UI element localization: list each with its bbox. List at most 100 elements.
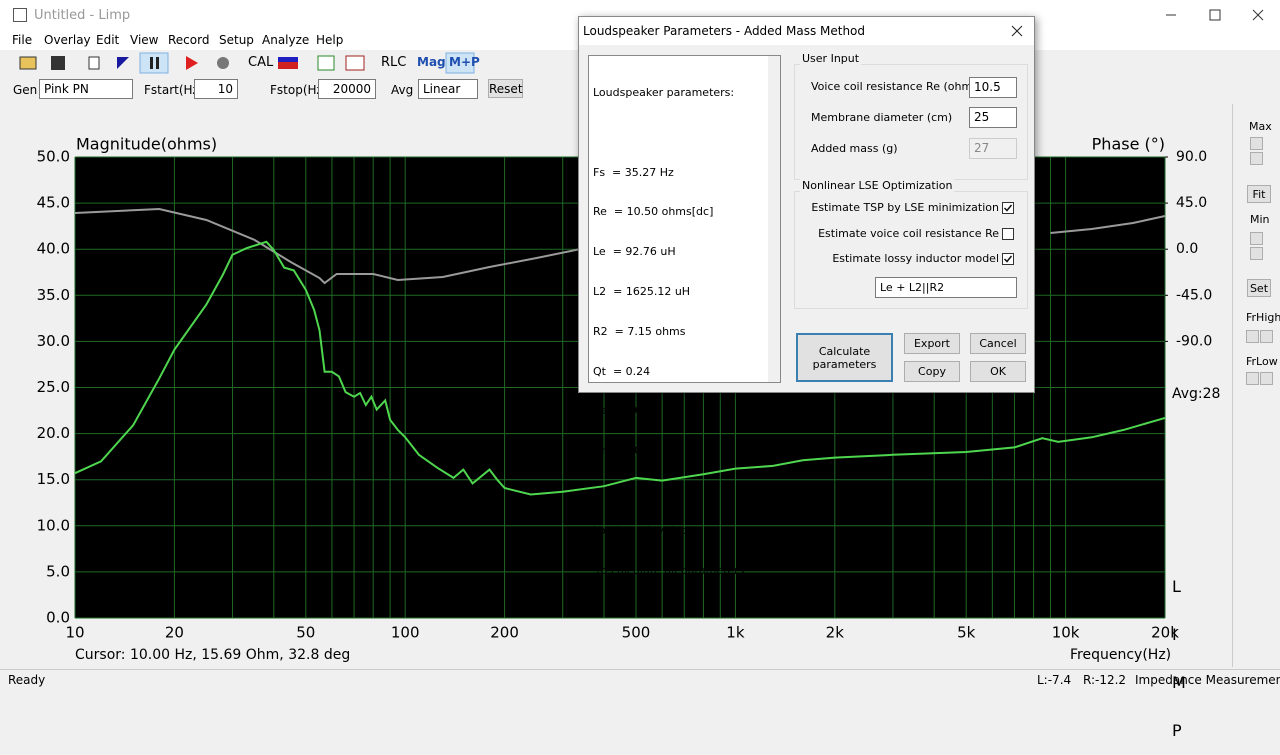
results-text: Loudspeaker parameters: Fs = 35.27 Hz Re…	[593, 59, 749, 604]
dialog-close[interactable]	[1009, 23, 1025, 39]
logo-letter: I	[1172, 625, 1177, 644]
field-label: Added mass (g)	[811, 142, 898, 155]
series-line	[74, 207, 1166, 285]
menu-item[interactable]: Overlay	[44, 33, 91, 47]
y-tick-label: 35.0	[37, 286, 70, 304]
logo: L I M P	[1172, 547, 1186, 755]
checkbox[interactable]	[1002, 227, 1014, 240]
y-tick-label: 30.0	[37, 332, 70, 350]
settings-bar: Gen Pink PN Fstart(Hz) 10 Fstop(Hz) 2000…	[0, 78, 1280, 102]
group-title: Nonlinear LSE Optimization	[800, 179, 955, 192]
spin-left[interactable]	[1246, 372, 1259, 385]
y2-tick-label: 90.0	[1176, 149, 1207, 165]
cancel-button[interactable]: Cancel	[970, 333, 1026, 354]
label: Fstop(Hz)	[270, 83, 328, 97]
y-tick-label: 50.0	[37, 148, 70, 166]
field-label: Membrane diameter (cm)	[811, 111, 953, 124]
toolbar-button[interactable]: M+P	[449, 55, 480, 69]
menu-item[interactable]: Help	[316, 33, 344, 47]
screen: Untitled - Limp File Overlay Edit View R…	[0, 0, 1280, 739]
y-tick-label: 15.0	[37, 470, 70, 488]
spin-down[interactable]	[1250, 247, 1263, 260]
dialog: Loudspeaker Parameters - Added Mass Meth…	[578, 16, 1035, 576]
x-tick-label: 10	[65, 624, 84, 642]
toolbar-button[interactable]: RLC	[381, 55, 407, 70]
page: {"window": {"title": "Untitled - Limp", …	[0, 0, 1280, 739]
param-line: Fs = 35.27 Hz	[593, 165, 674, 179]
spin-down[interactable]	[1250, 152, 1263, 165]
fstop-input[interactable]: 20000	[318, 79, 376, 99]
logo-letter: P	[1172, 721, 1182, 740]
re-input[interactable]: 10.5	[969, 77, 1017, 98]
x-tick-label: 5k	[957, 624, 976, 642]
param-line: L2 = 1625.12 uH	[593, 284, 691, 298]
spin-left[interactable]	[1246, 330, 1259, 343]
series-line	[74, 240, 1166, 496]
y-tick-label: 10.0	[37, 516, 70, 534]
toolbar-icons[interactable]	[0, 51, 480, 75]
checkbox[interactable]	[1002, 253, 1014, 265]
x-tick-label: 1k	[726, 624, 745, 642]
menu-item[interactable]: Record	[168, 33, 210, 47]
menu-item[interactable]: Edit	[96, 33, 120, 47]
results-box: Loudspeaker parameters: Fs = 35.27 Hz Re…	[588, 55, 781, 576]
spin-up[interactable]	[1250, 137, 1263, 150]
y-tick-label: 0.0	[46, 609, 70, 627]
window-title: Untitled - Limp	[34, 8, 131, 23]
avg-count: Avg:28	[1172, 386, 1221, 402]
param-line: Qt = 0.24	[593, 364, 651, 378]
param-line: Qes = 0.32	[593, 404, 655, 418]
side-label: Min	[1250, 213, 1270, 226]
checkbox[interactable]	[1002, 202, 1014, 214]
diameter-input[interactable]: 25	[969, 107, 1017, 128]
side-label: Max	[1249, 120, 1272, 133]
y-tick-label: 45.0	[37, 194, 70, 212]
y2-tick-label: 0.0	[1176, 241, 1198, 257]
fstart-input[interactable]: 10	[194, 79, 238, 99]
menu-item[interactable]: Setup	[219, 33, 254, 47]
scrollbar[interactable]	[768, 56, 780, 382]
status-text: R:-12.2	[1083, 673, 1127, 687]
label: Gen	[13, 83, 38, 97]
note-line: Load overlay data,	[593, 523, 696, 537]
spin-right[interactable]	[1260, 330, 1273, 343]
note-line: to calculate all parameters!	[593, 563, 749, 577]
menu-item[interactable]: Analyze	[262, 33, 310, 47]
x-tick-label: 200	[490, 624, 519, 642]
gen-select[interactable]: Pink PN	[39, 79, 133, 99]
menu-item[interactable]: View	[130, 33, 159, 47]
set-button[interactable]: Set	[1247, 279, 1271, 297]
toolbar-button[interactable]: CAL	[248, 55, 274, 70]
y-tick-label: 5.0	[46, 562, 70, 580]
app-icon	[13, 8, 27, 22]
model-select[interactable]: Le + L2||R2	[875, 277, 1017, 298]
dialog-title: Loudspeaker Parameters - Added Mass Meth…	[583, 24, 866, 38]
ok-button[interactable]: OK	[970, 361, 1026, 382]
window-controls[interactable]	[1150, 0, 1280, 30]
reset-button[interactable]: Reset	[488, 79, 523, 98]
menu-item[interactable]: File	[12, 33, 33, 47]
status-bar: Ready L:-7.4 R:-12.2 Impedance Measureme…	[0, 669, 1280, 688]
toolbar-button[interactable]: Mag	[417, 55, 446, 69]
y2-tick-label: -90.0	[1176, 333, 1212, 349]
spin-up[interactable]	[1250, 232, 1263, 245]
group-title: User Input	[800, 52, 862, 65]
dialog-title-bar	[579, 17, 1034, 45]
spin-right[interactable]	[1260, 372, 1273, 385]
side-label: FrHigh	[1246, 311, 1280, 324]
x-tick-label: 500	[622, 624, 651, 642]
status-text: Impedance Measuremen	[1135, 673, 1280, 687]
x-tick-label: 100	[391, 624, 420, 642]
fit-button[interactable]: Fit	[1247, 185, 1271, 203]
x-axis-title: Frequency(Hz)	[1070, 647, 1172, 663]
calculate-button[interactable]: Calculate parameters	[796, 333, 893, 382]
y-axis-title: Magnitude(ohms)	[76, 135, 217, 154]
avg-select[interactable]: Linear	[418, 79, 478, 99]
export-button[interactable]: Export	[904, 333, 960, 354]
logo-letter: L	[1172, 577, 1181, 596]
option-label: Estimate lossy inductor model	[832, 252, 999, 265]
status-text: L:-7.4	[1037, 673, 1072, 687]
y-tick-label: 40.0	[37, 240, 70, 258]
copy-button[interactable]: Copy	[904, 361, 960, 382]
y2-axis-title: Phase (°)	[1092, 135, 1165, 154]
